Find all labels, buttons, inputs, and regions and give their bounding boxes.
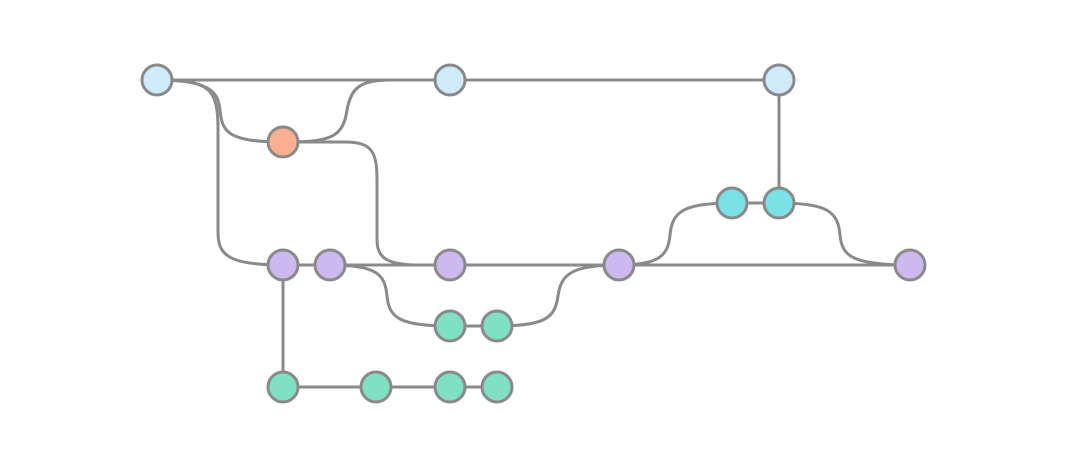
node-n10 <box>715 186 749 220</box>
node-n6 <box>313 248 347 282</box>
nodes-layer <box>140 63 927 404</box>
edge-n2-n7 <box>281 140 452 267</box>
node-n17 <box>480 370 514 404</box>
node-n4 <box>762 63 796 97</box>
node-n15 <box>359 370 393 404</box>
node-n9 <box>893 248 927 282</box>
edge-n11-n9 <box>777 201 912 267</box>
node-n14 <box>266 370 300 404</box>
node-n3 <box>433 63 467 97</box>
node-n13 <box>480 309 514 343</box>
node-n1 <box>140 63 174 97</box>
edge-n8-n10 <box>617 201 734 267</box>
node-n2 <box>266 125 300 159</box>
node-n12 <box>433 309 467 343</box>
node-n16 <box>433 370 467 404</box>
edge-n2-n3 <box>281 78 452 144</box>
edges-layer <box>155 78 912 389</box>
node-n11 <box>762 186 796 220</box>
edge-n1-n5 <box>155 78 285 267</box>
edge-n1-n2 <box>155 78 285 144</box>
node-n5 <box>266 248 300 282</box>
node-n7 <box>433 248 467 282</box>
node-n8 <box>602 248 636 282</box>
edge-n6-n12 <box>328 263 452 328</box>
edge-n13-n8 <box>495 263 621 328</box>
